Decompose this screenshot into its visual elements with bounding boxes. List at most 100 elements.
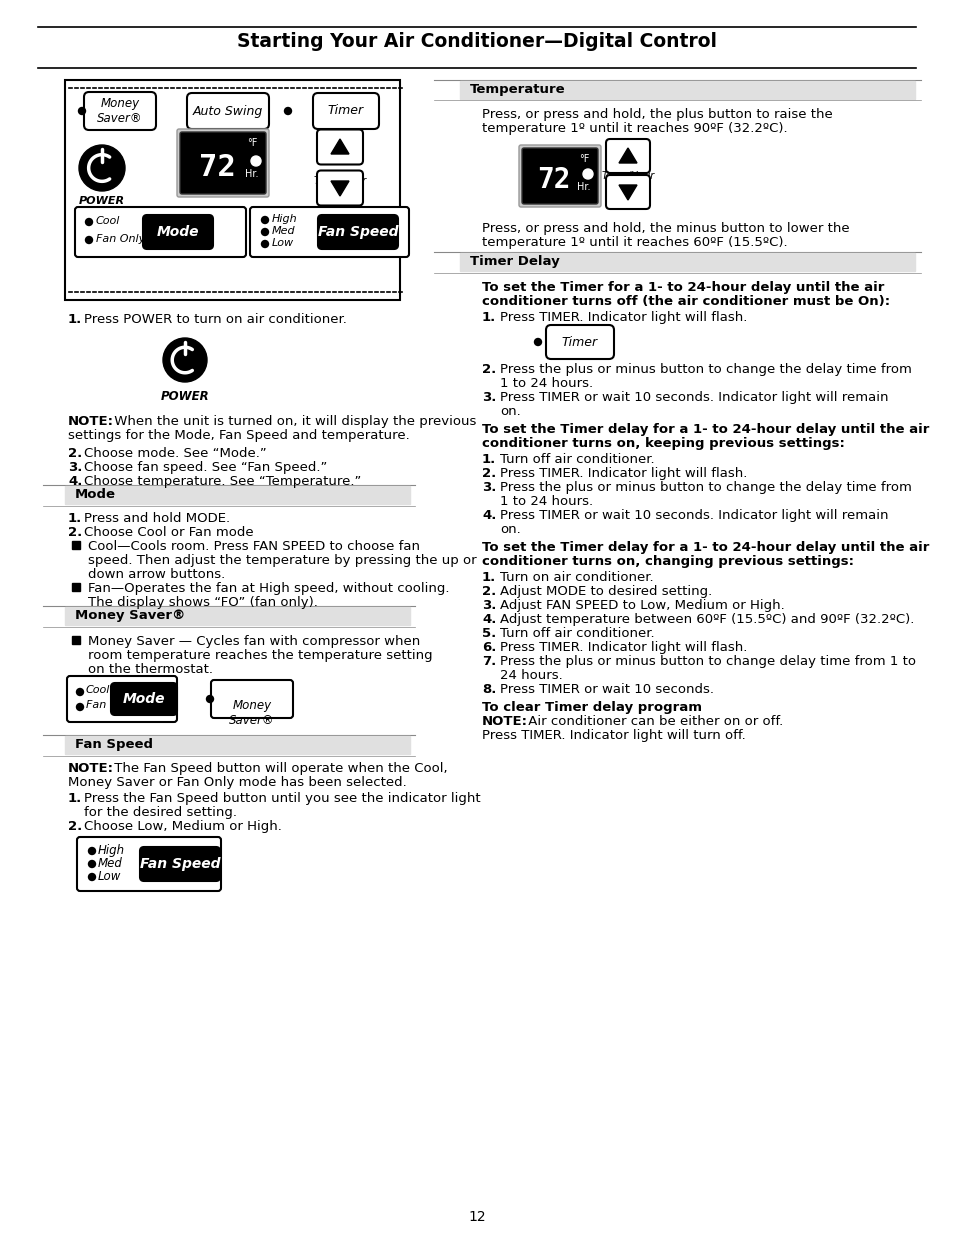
Text: 72: 72 xyxy=(537,165,570,194)
Text: Fan Speed: Fan Speed xyxy=(317,225,397,240)
Text: 2.: 2. xyxy=(68,447,82,459)
Text: 6.: 6. xyxy=(481,641,496,655)
Text: Turn on air conditioner.: Turn on air conditioner. xyxy=(499,571,653,584)
FancyBboxPatch shape xyxy=(316,170,363,205)
FancyBboxPatch shape xyxy=(111,683,177,715)
Bar xyxy=(71,636,80,643)
Text: POWER: POWER xyxy=(79,196,125,206)
Text: Mode: Mode xyxy=(75,488,116,501)
Text: Cool: Cool xyxy=(86,685,111,695)
Text: To set the Timer delay for a 1- to 24-hour delay until the air: To set the Timer delay for a 1- to 24-ho… xyxy=(481,424,928,436)
Text: Press TIMER. Indicator light will turn off.: Press TIMER. Indicator light will turn o… xyxy=(481,729,745,742)
Text: 2.: 2. xyxy=(481,363,496,375)
Text: Mode: Mode xyxy=(123,692,165,706)
Text: 7.: 7. xyxy=(481,655,496,668)
Text: Choose fan speed. See “Fan Speed.”: Choose fan speed. See “Fan Speed.” xyxy=(84,461,327,474)
Text: Press the plus or minus button to change the delay time from: Press the plus or minus button to change… xyxy=(499,363,911,375)
FancyBboxPatch shape xyxy=(518,144,600,207)
Circle shape xyxy=(86,236,92,243)
Text: 24 hours.: 24 hours. xyxy=(499,669,562,682)
Text: Press TIMER. Indicator light will flash.: Press TIMER. Indicator light will flash. xyxy=(499,641,746,655)
Text: Press POWER to turn on air conditioner.: Press POWER to turn on air conditioner. xyxy=(84,312,347,326)
Text: conditioner turns on, keeping previous settings:: conditioner turns on, keeping previous s… xyxy=(481,437,844,450)
FancyBboxPatch shape xyxy=(605,140,649,173)
Text: 3.: 3. xyxy=(481,480,496,494)
Text: Temperature: Temperature xyxy=(470,83,565,96)
Text: Fan Speed: Fan Speed xyxy=(139,857,220,871)
Text: conditioner turns on, changing previous settings:: conditioner turns on, changing previous … xyxy=(481,555,853,568)
Text: Press, or press and hold, the plus button to raise the: Press, or press and hold, the plus butto… xyxy=(481,107,832,121)
Text: Choose Low, Medium or High.: Choose Low, Medium or High. xyxy=(84,820,281,832)
Text: 8.: 8. xyxy=(481,683,496,697)
Text: Timer Delay: Timer Delay xyxy=(470,254,559,268)
Text: Starting Your Air Conditioner—Digital Control: Starting Your Air Conditioner—Digital Co… xyxy=(236,32,717,51)
Text: Auto Swing: Auto Swing xyxy=(193,105,263,117)
FancyBboxPatch shape xyxy=(187,93,269,128)
Text: 1.: 1. xyxy=(68,513,82,525)
Text: 2.: 2. xyxy=(68,820,82,832)
FancyBboxPatch shape xyxy=(545,325,614,359)
Text: settings for the Mode, Fan Speed and temperature.: settings for the Mode, Fan Speed and tem… xyxy=(68,429,410,442)
Text: Press TIMER or wait 10 seconds.: Press TIMER or wait 10 seconds. xyxy=(499,683,713,697)
FancyBboxPatch shape xyxy=(77,837,221,890)
Text: 4.: 4. xyxy=(481,509,496,522)
Text: on.: on. xyxy=(499,405,520,417)
Text: Choose temperature. See “Temperature.”: Choose temperature. See “Temperature.” xyxy=(84,475,361,488)
Text: Turn off air conditioner.: Turn off air conditioner. xyxy=(499,627,654,640)
Text: Fan Only: Fan Only xyxy=(86,700,135,710)
Bar xyxy=(71,541,80,550)
Bar xyxy=(65,736,410,755)
Text: Fan—Operates the fan at High speed, without cooling.: Fan—Operates the fan at High speed, with… xyxy=(88,582,449,595)
Text: down arrow buttons.: down arrow buttons. xyxy=(88,568,225,580)
Circle shape xyxy=(284,107,292,115)
FancyBboxPatch shape xyxy=(177,128,269,198)
FancyBboxPatch shape xyxy=(313,93,378,128)
Text: °F: °F xyxy=(247,138,257,148)
Text: 4.: 4. xyxy=(481,613,496,626)
Text: 4.: 4. xyxy=(68,475,82,488)
Text: Press TIMER or wait 10 seconds. Indicator light will remain: Press TIMER or wait 10 seconds. Indicato… xyxy=(499,391,887,404)
Text: Press TIMER or wait 10 seconds. Indicator light will remain: Press TIMER or wait 10 seconds. Indicato… xyxy=(499,509,887,522)
Text: Temp/Hour: Temp/Hour xyxy=(313,177,366,186)
Bar xyxy=(65,80,399,300)
Circle shape xyxy=(261,216,268,224)
Text: The display shows “FO” (fan only).: The display shows “FO” (fan only). xyxy=(88,597,317,609)
Text: Press TIMER. Indicator light will flash.: Press TIMER. Indicator light will flash. xyxy=(499,311,746,324)
Text: Hr.: Hr. xyxy=(577,182,590,191)
Text: Adjust FAN SPEED to Low, Medium or High.: Adjust FAN SPEED to Low, Medium or High. xyxy=(499,599,784,613)
Text: Press the plus or minus button to change the delay time from: Press the plus or minus button to change… xyxy=(499,480,911,494)
Text: Money Saver®: Money Saver® xyxy=(75,609,185,622)
Text: Mode: Mode xyxy=(156,225,199,240)
Text: 1 to 24 hours.: 1 to 24 hours. xyxy=(499,495,593,508)
Circle shape xyxy=(79,144,125,191)
Text: room temperature reaches the temperature setting: room temperature reaches the temperature… xyxy=(88,650,432,662)
Text: To clear Timer delay program: To clear Timer delay program xyxy=(481,701,701,714)
Text: on the thermostat.: on the thermostat. xyxy=(88,663,213,676)
FancyBboxPatch shape xyxy=(317,215,397,249)
Circle shape xyxy=(163,338,207,382)
Text: 2.: 2. xyxy=(68,526,82,538)
Text: 72: 72 xyxy=(198,152,235,182)
Text: 1.: 1. xyxy=(68,312,82,326)
Text: Money Saver — Cycles fan with compressor when: Money Saver — Cycles fan with compressor… xyxy=(88,635,420,648)
Text: When the unit is turned on, it will display the previous: When the unit is turned on, it will disp… xyxy=(110,415,476,429)
Text: 1 to 24 hours.: 1 to 24 hours. xyxy=(499,377,593,390)
Text: 12: 12 xyxy=(468,1210,485,1224)
Circle shape xyxy=(89,847,95,855)
Text: Press the Fan Speed button until you see the indicator light: Press the Fan Speed button until you see… xyxy=(84,792,480,805)
Polygon shape xyxy=(331,182,349,196)
Text: To set the Timer for a 1- to 24-hour delay until the air: To set the Timer for a 1- to 24-hour del… xyxy=(481,282,883,294)
Text: NOTE:: NOTE: xyxy=(68,762,113,776)
Circle shape xyxy=(78,107,86,115)
Text: 2.: 2. xyxy=(481,467,496,480)
Text: 3.: 3. xyxy=(68,461,82,474)
FancyBboxPatch shape xyxy=(180,132,266,194)
Text: Temp/Hour: Temp/Hour xyxy=(600,170,654,182)
Text: 5.: 5. xyxy=(481,627,496,640)
Circle shape xyxy=(261,241,268,247)
Text: on.: on. xyxy=(499,522,520,536)
Text: NOTE:: NOTE: xyxy=(68,415,113,429)
Circle shape xyxy=(251,156,261,165)
Text: Money
Saver®: Money Saver® xyxy=(97,98,143,125)
Text: Adjust MODE to desired setting.: Adjust MODE to desired setting. xyxy=(499,585,712,598)
